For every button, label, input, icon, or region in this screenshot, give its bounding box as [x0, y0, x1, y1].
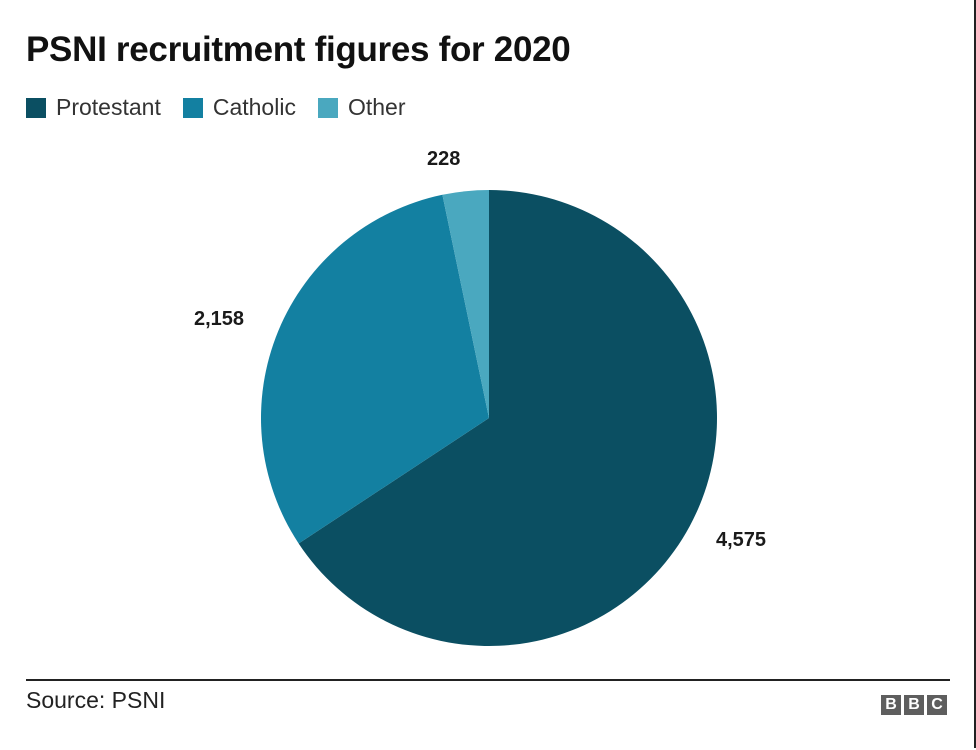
legend-item-other: Other	[317, 94, 406, 121]
data-label-protestant: 4,575	[716, 529, 767, 551]
legend-item-protestant: Protestant	[26, 94, 161, 121]
pie-slices	[261, 190, 717, 646]
footer-divider	[26, 679, 950, 681]
legend-swatch-other	[317, 97, 338, 118]
data-label-catholic: 2,158	[194, 308, 245, 330]
pie-slice-protestant	[298, 190, 717, 646]
pie-chart	[261, 190, 717, 646]
pie-slice-other	[442, 190, 489, 418]
legend-label: Protestant	[56, 94, 161, 120]
legend-swatch-protestant	[26, 97, 46, 118]
legend-label: Catholic	[212, 94, 296, 120]
bbc-logo-letter: B	[904, 695, 924, 715]
legend-swatch-catholic	[182, 97, 203, 118]
bbc-logo-letter: B	[881, 695, 901, 715]
legend-item-catholic: Catholic	[182, 94, 296, 121]
pie-slice-catholic	[261, 194, 489, 544]
legend-label: Other	[347, 94, 406, 120]
bbc-logo-letter: C	[927, 695, 947, 715]
chart-title: PSNI recruitment figures for 2020	[26, 30, 571, 69]
source-note: Source: PSNI	[26, 687, 166, 713]
bbc-logo: B B C	[881, 695, 947, 715]
data-label-other: 228	[427, 148, 461, 170]
legend: Protestant Catholic Other	[26, 94, 427, 121]
